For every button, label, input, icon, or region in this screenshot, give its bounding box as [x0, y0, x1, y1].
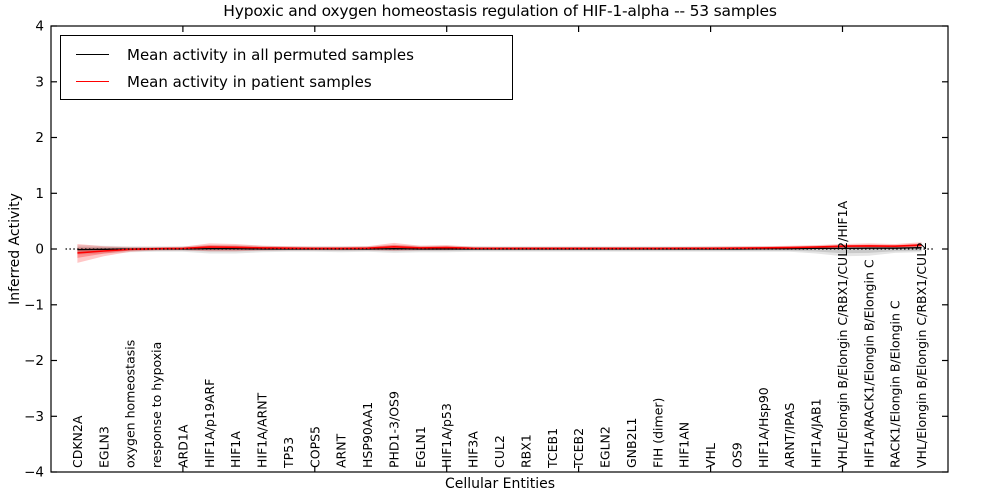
category-label: RBX1 — [518, 434, 533, 468]
category-label: CUL2 — [492, 435, 507, 468]
category-label: VHL/Elongin B/Elongin C/RBX1/CUL2 — [914, 242, 929, 468]
y-tick-label: 2 — [35, 130, 44, 146]
category-label: PHD1-3/OS9 — [387, 391, 402, 468]
category-label: EGLN2 — [598, 426, 613, 468]
category-label: oxygen homeostasis — [123, 340, 138, 468]
y-tick-label: 3 — [35, 74, 44, 90]
y-tick-label: 1 — [35, 186, 44, 202]
category-label: RACK1/Elongin B/Elongin C — [888, 300, 903, 468]
category-label: TCEB1 — [545, 428, 560, 469]
category-label: ARD1A — [175, 424, 190, 468]
patient-ci-inner-band — [77, 243, 922, 258]
category-label: CDKN2A — [70, 415, 85, 468]
legend-item-patient: Mean activity in patient samples — [76, 68, 512, 95]
x-axis-label: Cellular Entities — [444, 476, 556, 492]
category-label: TP53 — [281, 437, 296, 469]
legend-label: Mean activity in patient samples — [127, 72, 372, 91]
legend-label: Mean activity in all permuted samples — [127, 45, 414, 64]
category-label: HIF1A/p53 — [439, 403, 454, 468]
category-label: HIF1A/ARNT — [255, 392, 270, 468]
legend-line-sample-patient — [76, 81, 109, 82]
category-label: EGLN1 — [413, 426, 428, 468]
y-axis-label: Inferred Activity — [7, 193, 23, 305]
category-label: HIF1A/Hsp90 — [756, 387, 771, 468]
legend-line-sample-permuted — [76, 54, 109, 55]
category-label: response to hypoxia — [149, 342, 164, 468]
category-label: COPS5 — [307, 426, 322, 468]
category-label: HIF1A/JAB1 — [809, 398, 824, 468]
y-tick-label: 4 — [35, 19, 44, 35]
category-label: ARNT — [334, 433, 349, 468]
legend-item-permuted: Mean activity in all permuted samples — [76, 41, 512, 68]
legend: Mean activity in all permuted samples Me… — [60, 35, 513, 100]
y-tick-label: −2 — [24, 353, 44, 369]
category-label: HIF1A/p19ARF — [202, 379, 217, 468]
category-label: HIF3A — [466, 431, 481, 468]
category-label: HIF1A/RACK1/Elongin B/Elongin C — [861, 259, 876, 468]
category-label: VHL — [703, 443, 718, 468]
category-label: VHL/Elongin B/Elongin C/RBX1/CUL2/HIF1A — [835, 200, 850, 468]
y-tick-label: 0 — [35, 242, 44, 258]
y-tick-label: −4 — [24, 465, 44, 481]
category-label: HSP90AA1 — [360, 402, 375, 468]
category-label: HIF1AN — [677, 422, 692, 468]
category-label: TCEB2 — [571, 428, 586, 469]
chart-title: Hypoxic and oxygen homeostasis regulatio… — [223, 2, 777, 20]
y-tick-label: −3 — [24, 409, 44, 425]
category-label: EGLN3 — [96, 426, 111, 468]
category-label: ARNT/IPAS — [782, 403, 797, 468]
y-tick-label: −1 — [24, 297, 44, 313]
category-label: HIF1A — [228, 431, 243, 468]
category-label: GNB2L1 — [624, 418, 639, 468]
category-label: OS9 — [729, 442, 744, 468]
category-label: FIH (dimer) — [650, 398, 665, 468]
